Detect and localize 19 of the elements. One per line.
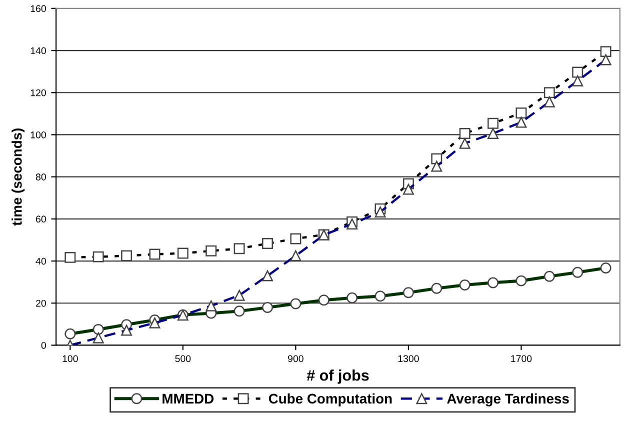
y-tick-label: 0	[41, 342, 46, 349]
x-tick-label: 1300	[398, 355, 419, 362]
y-axis-title: time (seconds)	[12, 128, 25, 226]
legend-label: Cube Computation	[268, 393, 392, 406]
legend-label: MMEDD	[162, 394, 214, 404]
y-tick-label: 160	[30, 5, 46, 12]
y-tick-label: 80	[36, 174, 46, 180]
y-tick-label: 120	[30, 89, 46, 96]
legend-label: Average Tardiness	[447, 393, 569, 406]
y-tick-label: 20	[36, 300, 46, 307]
x-tick-label: 100	[62, 355, 78, 362]
x-axis-title: # of jobs	[306, 370, 369, 384]
y-tick-label: 100	[30, 131, 46, 138]
x-tick-label: 500	[175, 355, 191, 362]
x-tick-label: 900	[288, 355, 304, 362]
y-tick-label: 140	[30, 47, 46, 54]
y-tick-label: 40	[36, 258, 46, 265]
y-tick-label: 60	[36, 216, 46, 223]
x-tick-label: 1700	[511, 355, 532, 362]
